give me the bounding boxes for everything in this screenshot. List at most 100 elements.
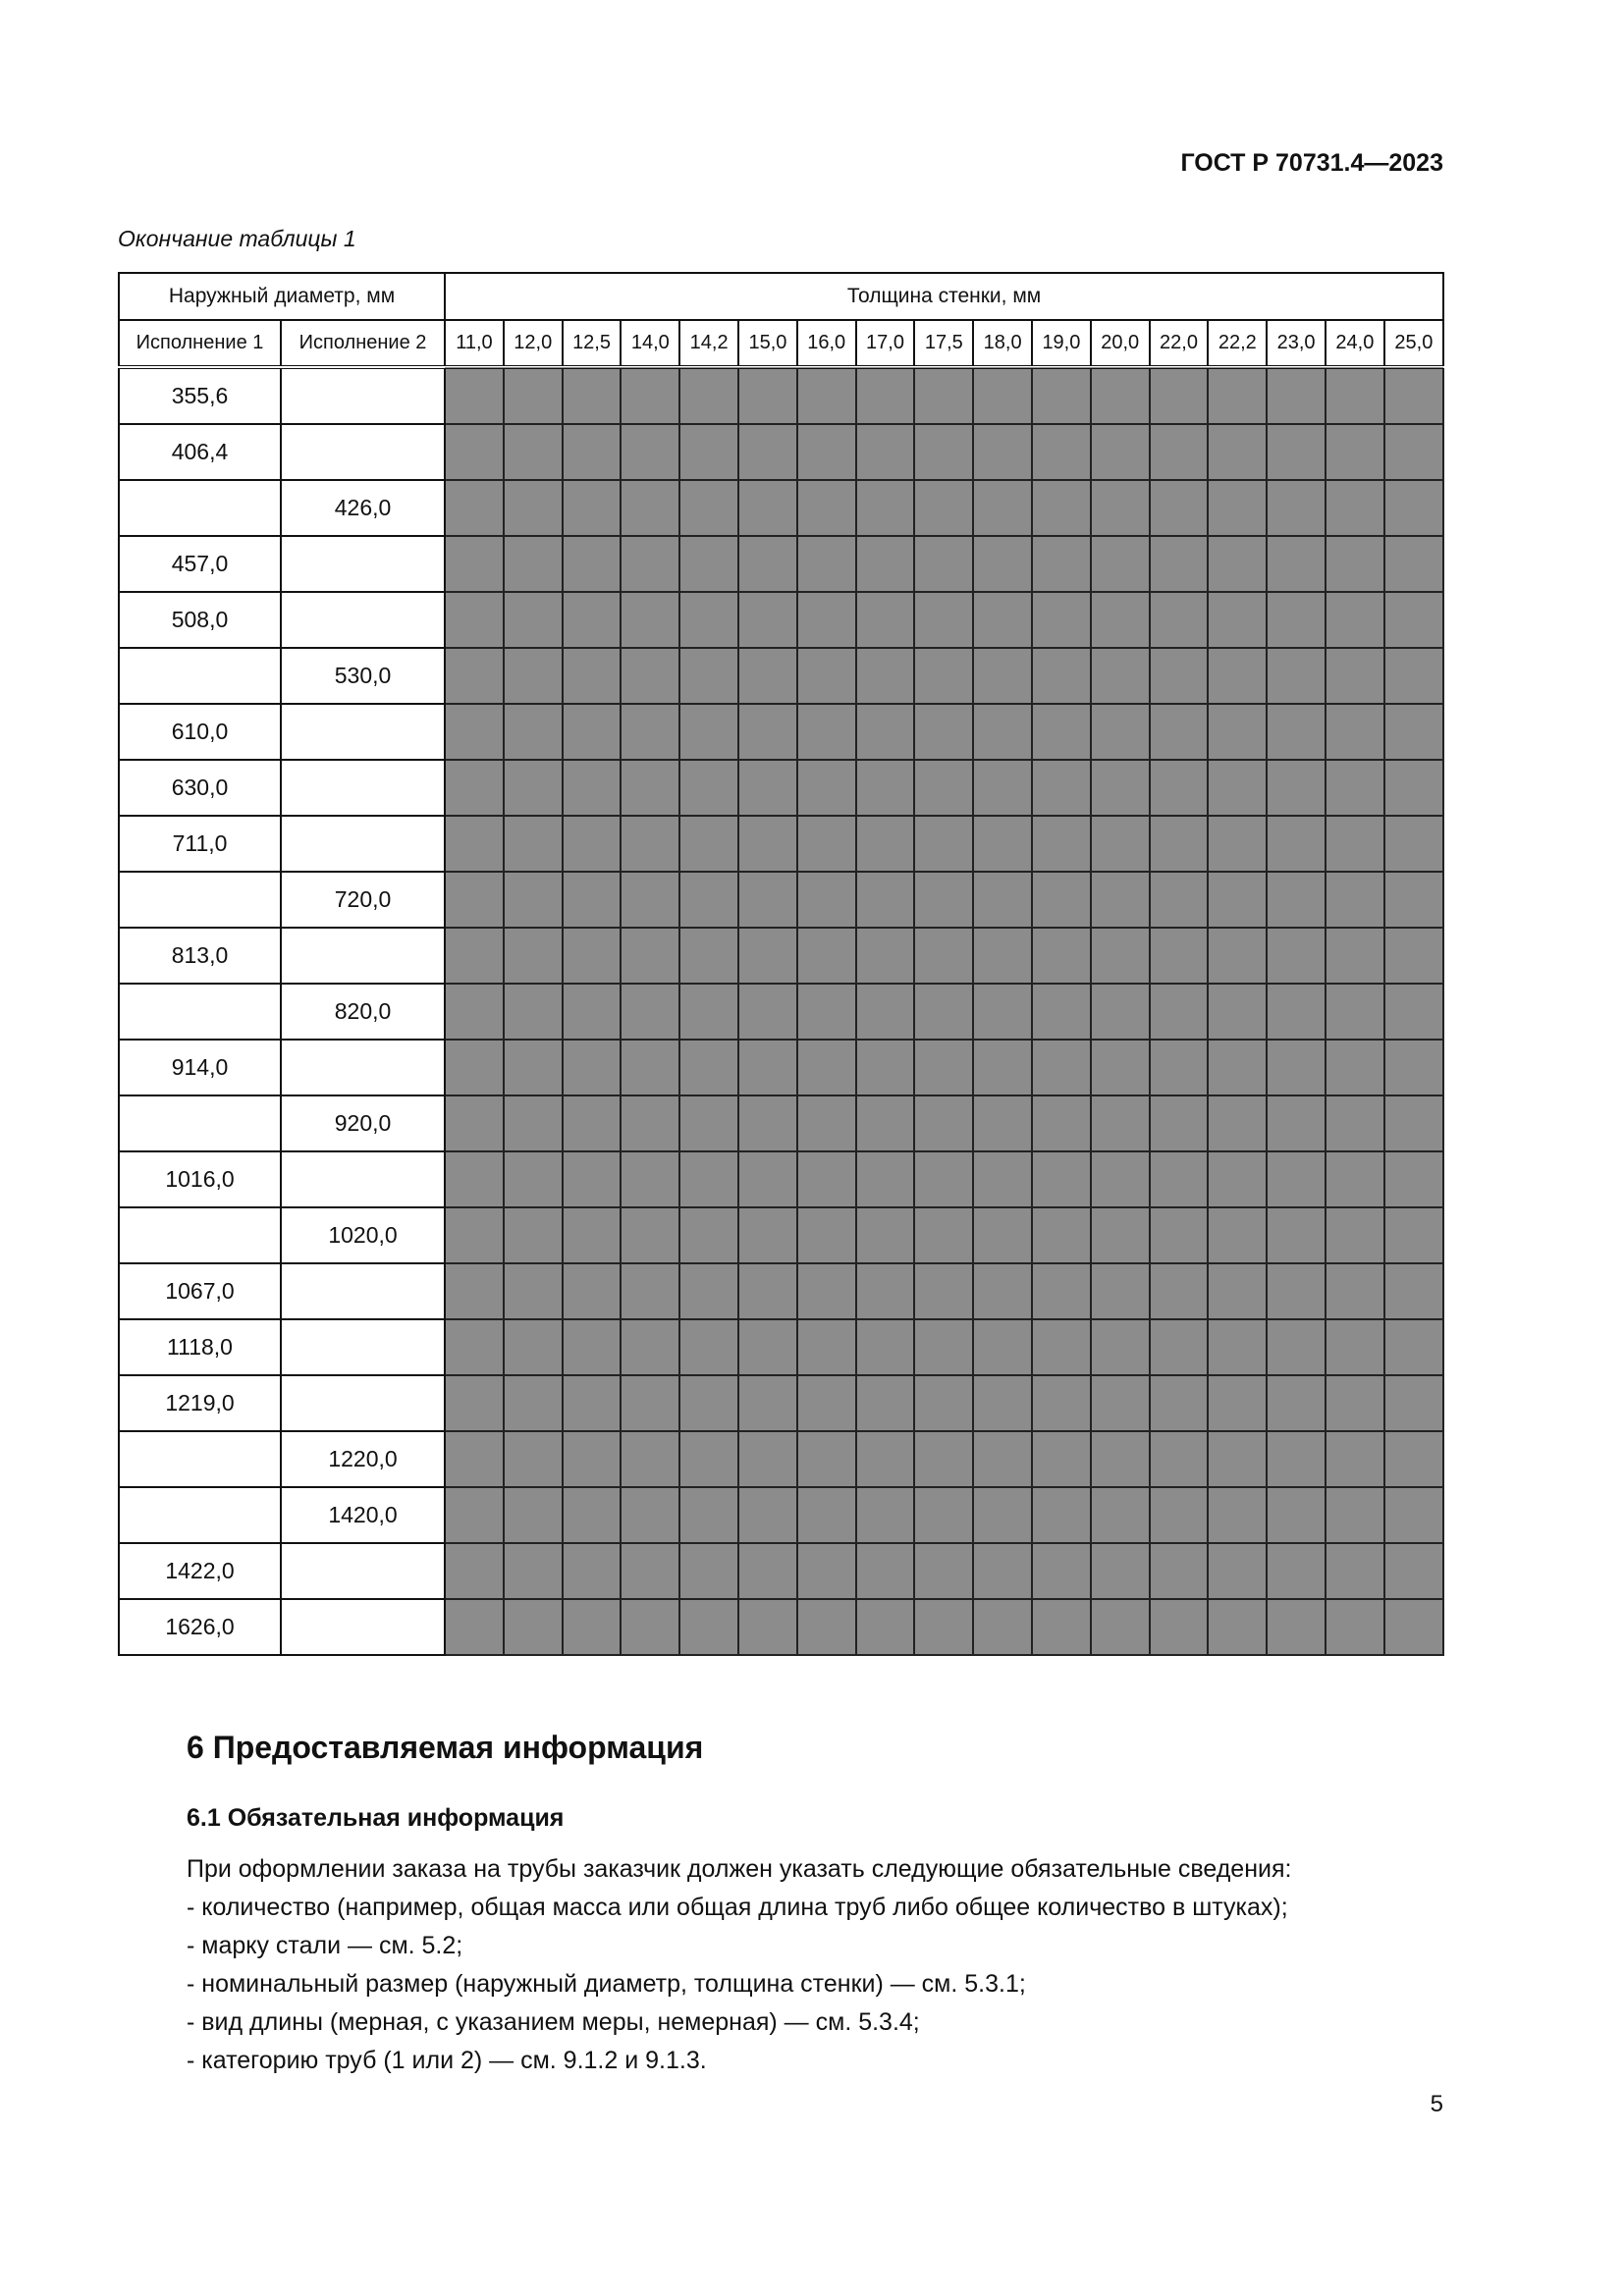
shaded-cell: [1148, 591, 1210, 649]
shaded-cell: [678, 1095, 740, 1152]
shaded-cell: [1266, 1374, 1326, 1432]
shaded-cell: [1325, 366, 1385, 425]
shaded-cell: [972, 1486, 1034, 1544]
shaded-cell: [737, 871, 798, 929]
shaded-cell: [502, 1150, 564, 1208]
shaded-cell: [1266, 1430, 1326, 1488]
shaded-cell: [1325, 591, 1385, 649]
shaded-cell: [737, 1598, 798, 1656]
exec2-diameter-cell: [280, 815, 447, 873]
shaded-cell: [1325, 703, 1385, 761]
exec1-diameter-cell: [117, 983, 283, 1041]
shaded-cell: [1325, 423, 1385, 481]
shaded-cell: [795, 983, 857, 1041]
shaded-cell: [1089, 1262, 1151, 1320]
list-item: - марку стали — см. 5.2;: [187, 1932, 463, 1959]
thickness-column-header: 20,0: [1089, 319, 1151, 369]
shaded-cell: [444, 1039, 505, 1096]
exec1-diameter-cell: 610,0: [117, 703, 283, 761]
shaded-cell: [678, 983, 740, 1041]
shaded-cell: [678, 535, 740, 593]
shaded-cell: [678, 1430, 740, 1488]
shaded-cell: [854, 1206, 916, 1264]
shaded-cell: [972, 983, 1034, 1041]
shaded-cell: [795, 1262, 857, 1320]
shaded-cell: [1207, 1039, 1269, 1096]
shaded-cell: [1325, 647, 1385, 705]
shaded-cell: [502, 1262, 564, 1320]
shaded-cell: [1207, 1542, 1269, 1600]
shaded-cell: [1266, 1598, 1326, 1656]
shaded-cell: [737, 1430, 798, 1488]
shaded-cell: [1266, 1262, 1326, 1320]
shaded-cell: [795, 871, 857, 929]
shaded-cell: [737, 366, 798, 425]
shaded-cell: [678, 1206, 740, 1264]
shaded-cell: [972, 1318, 1034, 1376]
shaded-cell: [1148, 815, 1210, 873]
shaded-cell: [795, 591, 857, 649]
shaded-cell: [913, 1598, 975, 1656]
shaded-cell: [737, 591, 798, 649]
shaded-cell: [1266, 479, 1326, 537]
shaded-cell: [444, 759, 505, 817]
shaded-cell: [620, 423, 681, 481]
shaded-cell: [913, 479, 975, 537]
table-row: 1118,0: [117, 1318, 1445, 1376]
shaded-cell: [913, 535, 975, 593]
table-row: 914,0: [117, 1039, 1445, 1096]
exec1-diameter-cell: 508,0: [117, 591, 283, 649]
shaded-cell: [854, 591, 916, 649]
shaded-cell: [737, 1542, 798, 1600]
shaded-cell: [1266, 759, 1326, 817]
subsection-heading: 6.1 Обязательная информация: [187, 1804, 565, 1832]
list-item: - категорию труб (1 или 2) — см. 9.1.2 и…: [187, 2047, 707, 2074]
shaded-cell: [913, 871, 975, 929]
exec1-diameter-cell: 1626,0: [117, 1598, 283, 1656]
shaded-cell: [1207, 647, 1269, 705]
shaded-cell: [737, 1206, 798, 1264]
exec1-diameter-cell: [117, 1486, 283, 1544]
exec2-diameter-cell: [280, 927, 447, 985]
shaded-cell: [620, 1542, 681, 1600]
shaded-cell: [854, 1486, 916, 1544]
exec2-diameter-cell: [280, 1542, 447, 1600]
shaded-cell: [854, 1318, 916, 1376]
shaded-cell: [1325, 759, 1385, 817]
shaded-cell: [620, 815, 681, 873]
exec2-diameter-cell: [280, 703, 447, 761]
shaded-cell: [561, 1095, 623, 1152]
shaded-cell: [1089, 366, 1151, 425]
thickness-group-header: Толщина стенки, мм: [444, 272, 1444, 321]
shaded-cell: [737, 1039, 798, 1096]
shaded-cell: [1031, 703, 1092, 761]
thickness-column-header: 24,0: [1325, 319, 1385, 369]
shaded-cell: [795, 479, 857, 537]
shaded-cell: [913, 1486, 975, 1544]
shaded-cell: [1148, 1374, 1210, 1432]
shaded-cell: [561, 1598, 623, 1656]
shaded-cell: [1325, 1374, 1385, 1432]
shaded-cell: [795, 423, 857, 481]
shaded-cell: [1207, 703, 1269, 761]
shaded-cell: [1089, 703, 1151, 761]
shaded-cell: [1325, 1542, 1385, 1600]
shaded-cell: [737, 927, 798, 985]
exec1-diameter-cell: 1422,0: [117, 1542, 283, 1600]
shaded-cell: [854, 1542, 916, 1600]
table-caption: Окончание таблицы 1: [118, 226, 356, 251]
shaded-cell: [737, 815, 798, 873]
shaded-cell: [678, 1262, 740, 1320]
shaded-cell: [444, 1150, 505, 1208]
shaded-cell: [620, 1095, 681, 1152]
shaded-cell: [444, 1318, 505, 1376]
shaded-cell: [1148, 1095, 1210, 1152]
shaded-cell: [444, 1542, 505, 1600]
shaded-cell: [1325, 1095, 1385, 1152]
shaded-cell: [561, 647, 623, 705]
shaded-cell: [737, 983, 798, 1041]
shaded-cell: [444, 535, 505, 593]
shaded-cell: [913, 1150, 975, 1208]
shaded-cell: [1266, 815, 1326, 873]
shaded-cell: [502, 815, 564, 873]
